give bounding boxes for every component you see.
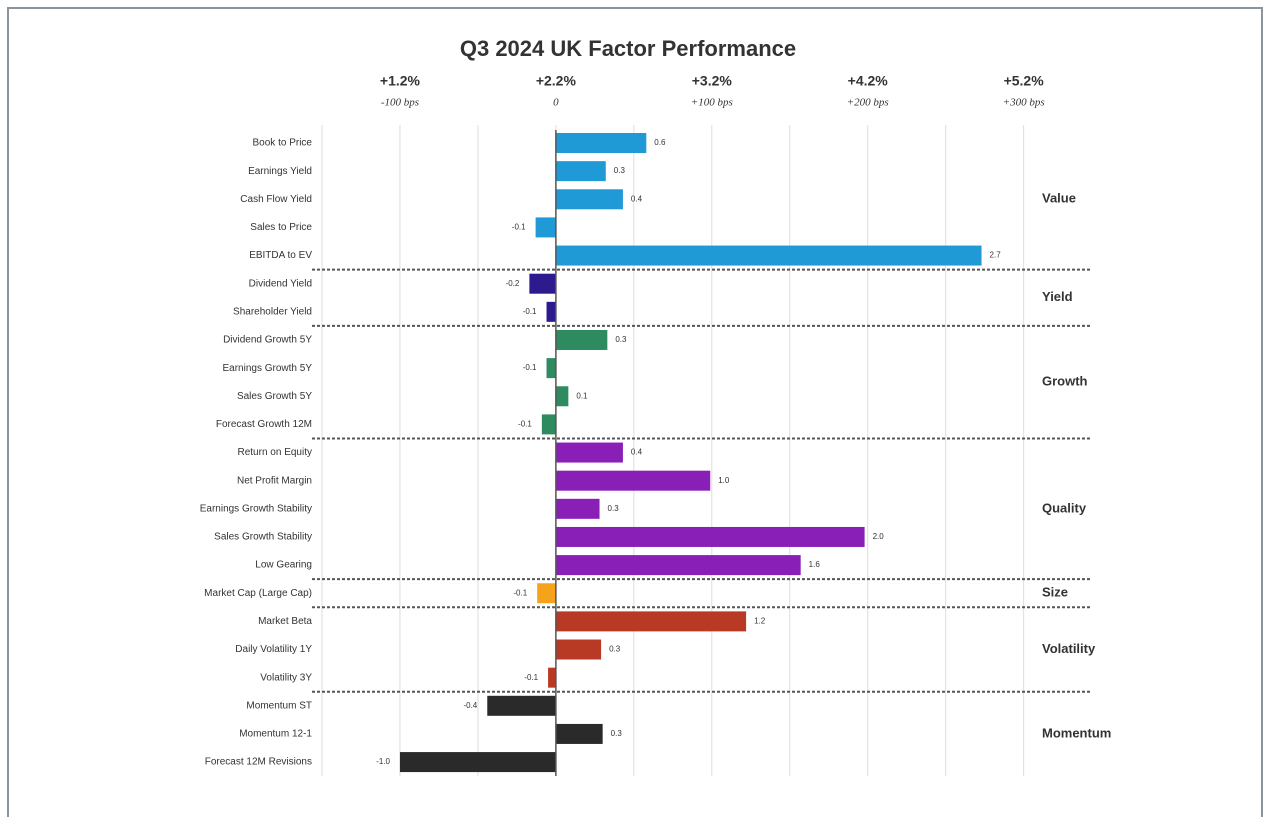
bar <box>535 217 556 238</box>
bar <box>541 414 556 435</box>
bar <box>546 358 556 379</box>
value-label: 2.0 <box>873 532 885 541</box>
category-label: Shareholder Yield <box>233 306 312 317</box>
bar <box>548 667 556 688</box>
category-label: Forecast Growth 12M <box>216 419 312 430</box>
x-tick-label: +4.2% <box>848 73 889 89</box>
bar <box>537 583 556 604</box>
value-label: 0.4 <box>631 448 643 457</box>
bar <box>487 695 556 716</box>
category-label: Earnings Growth 5Y <box>223 363 313 374</box>
value-label: -0.4 <box>463 701 477 710</box>
category-label: Market Cap (Large Cap) <box>204 588 312 599</box>
bar <box>555 245 982 266</box>
group-label: Value <box>1042 191 1076 206</box>
value-label: 0.3 <box>611 729 623 738</box>
bar <box>555 611 747 632</box>
bar <box>555 189 623 210</box>
bar <box>546 301 556 322</box>
bar <box>555 555 801 576</box>
bar <box>555 470 711 491</box>
value-label: -0.1 <box>524 673 538 682</box>
group-label: Yield <box>1042 289 1073 304</box>
x-tick-sublabel: +100 bps <box>691 97 733 109</box>
bar <box>555 639 602 660</box>
value-label: 1.6 <box>809 560 821 569</box>
value-label: 0.6 <box>654 138 666 147</box>
category-label: Return on Equity <box>238 447 313 458</box>
value-label: -0.1 <box>512 223 526 232</box>
x-tick-sublabel: +300 bps <box>1003 97 1045 109</box>
category-label: Momentum 12-1 <box>239 729 312 740</box>
value-label: 1.2 <box>754 616 766 625</box>
category-label: Earnings Yield <box>248 166 312 177</box>
category-label: Daily Volatility 1Y <box>235 644 312 655</box>
group-label: Growth <box>1042 374 1088 389</box>
group-label: Momentum <box>1042 725 1111 740</box>
frame <box>7 7 1263 817</box>
category-label: Sales Growth 5Y <box>237 391 312 402</box>
bar <box>555 442 623 463</box>
bar <box>529 273 556 294</box>
value-label: -0.2 <box>506 279 520 288</box>
category-label: Net Profit Margin <box>237 475 312 486</box>
category-label: Dividend Yield <box>249 278 312 289</box>
category-label: Momentum ST <box>246 700 312 711</box>
category-label: Market Beta <box>258 616 312 627</box>
x-tick-sublabel: -100 bps <box>381 97 419 109</box>
value-label: 0.3 <box>609 645 621 654</box>
bar <box>555 133 647 153</box>
value-label: 0.1 <box>576 391 588 400</box>
value-label: -0.1 <box>523 307 537 316</box>
category-label: Forecast 12M Revisions <box>205 757 312 768</box>
category-label: EBITDA to EV <box>249 250 312 261</box>
category-label: Sales Growth Stability <box>214 532 312 543</box>
group-label: Size <box>1042 585 1068 600</box>
group-label: Volatility <box>1042 641 1096 656</box>
x-tick-sublabel: 0 <box>553 97 559 109</box>
value-label: 0.3 <box>608 504 620 513</box>
value-label: 0.4 <box>631 194 643 203</box>
x-tick-label: +5.2% <box>1004 73 1045 89</box>
category-label: Cash Flow Yield <box>240 194 312 205</box>
value-label: -0.1 <box>523 363 537 372</box>
category-label: Volatility 3Y <box>260 672 312 683</box>
bar <box>555 526 865 547</box>
bar <box>555 498 600 519</box>
category-label: Low Gearing <box>255 560 312 571</box>
value-label: 0.3 <box>614 166 626 175</box>
bar <box>555 386 569 407</box>
bar <box>555 161 606 182</box>
bar <box>555 329 608 350</box>
value-label: -0.1 <box>518 420 532 429</box>
category-label: Sales to Price <box>250 222 312 233</box>
value-label: -1.0 <box>376 757 390 766</box>
value-label: 1.0 <box>718 476 730 485</box>
x-tick-label: +1.2% <box>380 73 421 89</box>
category-label: Dividend Growth 5Y <box>223 335 312 346</box>
x-tick-label: +2.2% <box>536 73 577 89</box>
x-tick-sublabel: +200 bps <box>847 97 889 109</box>
x-tick-label: +3.2% <box>692 73 733 89</box>
bar <box>555 723 603 744</box>
value-label: -0.1 <box>513 588 527 597</box>
value-label: 0.3 <box>615 335 627 344</box>
value-label: 2.7 <box>990 251 1002 260</box>
bar <box>399 752 556 773</box>
chart-title: Q3 2024 UK Factor Performance <box>460 36 796 61</box>
category-label: Earnings Growth Stability <box>200 503 312 514</box>
category-label: Book to Price <box>253 138 313 149</box>
group-label: Quality <box>1042 500 1087 515</box>
